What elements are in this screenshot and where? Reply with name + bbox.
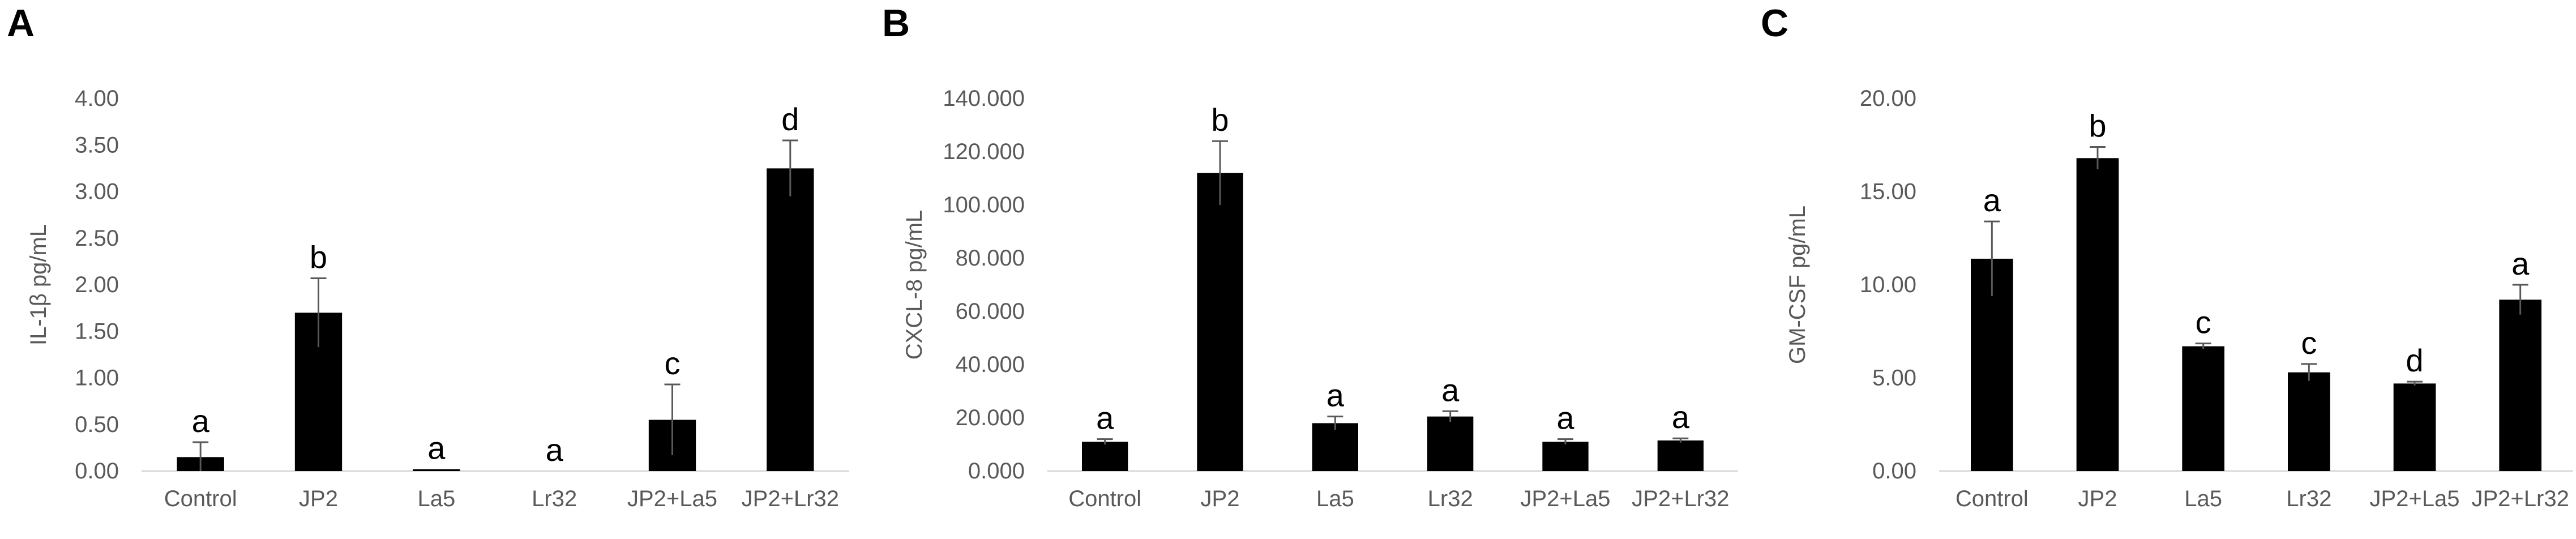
significance-letter: c (665, 345, 681, 381)
x-tick-label: Control (1955, 486, 2029, 511)
x-tick-label: Control (1068, 486, 1141, 511)
significance-letter: b (2089, 108, 2106, 144)
y-tick-label: 4.00 (75, 86, 119, 111)
x-tick-label: JP2 (1201, 486, 1240, 511)
x-tick-label: La5 (2184, 486, 2222, 511)
bar (2182, 346, 2224, 471)
y-tick-label: 40.000 (956, 352, 1025, 377)
bar (1197, 173, 1243, 472)
bar (1082, 442, 1128, 471)
x-tick-label: JP2+Lr32 (2471, 486, 2569, 511)
bar (2076, 158, 2119, 471)
significance-letter: a (192, 403, 210, 439)
panel-letter: B (882, 2, 910, 45)
x-tick-label: JP2+Lr32 (742, 486, 839, 511)
panel-letter: C (1761, 2, 1788, 45)
significance-letter: b (1211, 102, 1229, 138)
x-tick-label: JP2+La5 (1520, 486, 1610, 511)
significance-letter: a (427, 430, 446, 466)
y-tick-label: 20.000 (956, 405, 1025, 430)
x-tick-label: JP2+La5 (627, 486, 717, 511)
y-tick-label: 0.00 (1872, 459, 1916, 484)
y-tick-label: 0.00 (75, 459, 119, 484)
panel-b: B CXCL-8 pg/mL 0.000 20.000 40.000 60.000 80.0… (882, 2, 1738, 511)
y-tick-label: 3.50 (75, 132, 119, 157)
x-tick-label: Control (164, 486, 237, 511)
bar (767, 168, 814, 471)
x-tick-label: JP2+La5 (2369, 486, 2459, 511)
y-axis-title: GM-CSF pg/mL (1785, 206, 1810, 364)
y-tick-label: 1.00 (75, 366, 119, 391)
bar (1542, 442, 1589, 471)
y-tick-label: 60.000 (956, 299, 1025, 324)
panel-letter: A (7, 2, 35, 45)
y-tick-label: 2.50 (75, 226, 119, 251)
significance-letter: d (2406, 343, 2423, 378)
significance-letter: a (1983, 182, 2001, 218)
significance-letter: a (1096, 400, 1114, 436)
bar (2288, 372, 2330, 471)
significance-letter: d (781, 101, 799, 137)
y-tick-label: 2.00 (75, 272, 119, 297)
bar (1312, 423, 1358, 471)
significance-letter: a (546, 432, 564, 468)
significance-letter: a (1326, 378, 1345, 413)
x-tick-label: Lr32 (2286, 486, 2331, 511)
y-tick-label: 140.000 (943, 86, 1025, 111)
y-tick-label: 1.50 (75, 319, 119, 344)
x-tick-label: JP2+Lr32 (1632, 486, 1729, 511)
y-axis-title: IL-1β pg/mL (26, 224, 51, 345)
y-tick-label: 10.00 (1860, 272, 1916, 297)
bar (413, 469, 460, 471)
significance-letter: b (310, 239, 327, 275)
y-tick-label: 3.00 (75, 179, 119, 204)
y-tick-label: 20.00 (1860, 86, 1916, 111)
x-tick-label: Lr32 (532, 486, 577, 511)
x-tick-label: JP2 (299, 486, 338, 511)
y-tick-label: 0.50 (75, 412, 119, 437)
panel-c: C GM-CSF pg/mL 0.00 5.00 10.00 15.00 20.00 a Con… (1761, 2, 2573, 511)
panel-a: A IL-1β pg/mL 0.00 0.50 1.00 1.50 2.00 2.50 3.00… (7, 2, 849, 511)
significance-letter: a (1556, 400, 1574, 436)
significance-letter: a (1441, 372, 1460, 408)
y-tick-label: 0.000 (968, 459, 1025, 484)
significance-letter: c (2301, 325, 2317, 361)
y-axis-title: CXCL-8 pg/mL (902, 210, 927, 360)
y-tick-label: 15.00 (1860, 179, 1916, 204)
x-tick-label: La5 (1316, 486, 1354, 511)
bar (1427, 416, 1474, 471)
significance-letter: a (2511, 246, 2530, 281)
significance-letter: a (1672, 399, 1690, 435)
bar (2499, 300, 2541, 471)
bar (2393, 383, 2436, 471)
x-tick-label: Lr32 (1428, 486, 1473, 511)
y-tick-label: 100.000 (943, 192, 1025, 217)
significance-letter: c (2196, 305, 2211, 340)
y-tick-label: 5.00 (1872, 366, 1916, 391)
x-tick-label: JP2 (2078, 486, 2117, 511)
x-tick-label: La5 (417, 486, 455, 511)
y-tick-label: 120.000 (943, 139, 1025, 164)
bar (1657, 440, 1704, 471)
y-tick-label: 80.000 (956, 246, 1025, 271)
